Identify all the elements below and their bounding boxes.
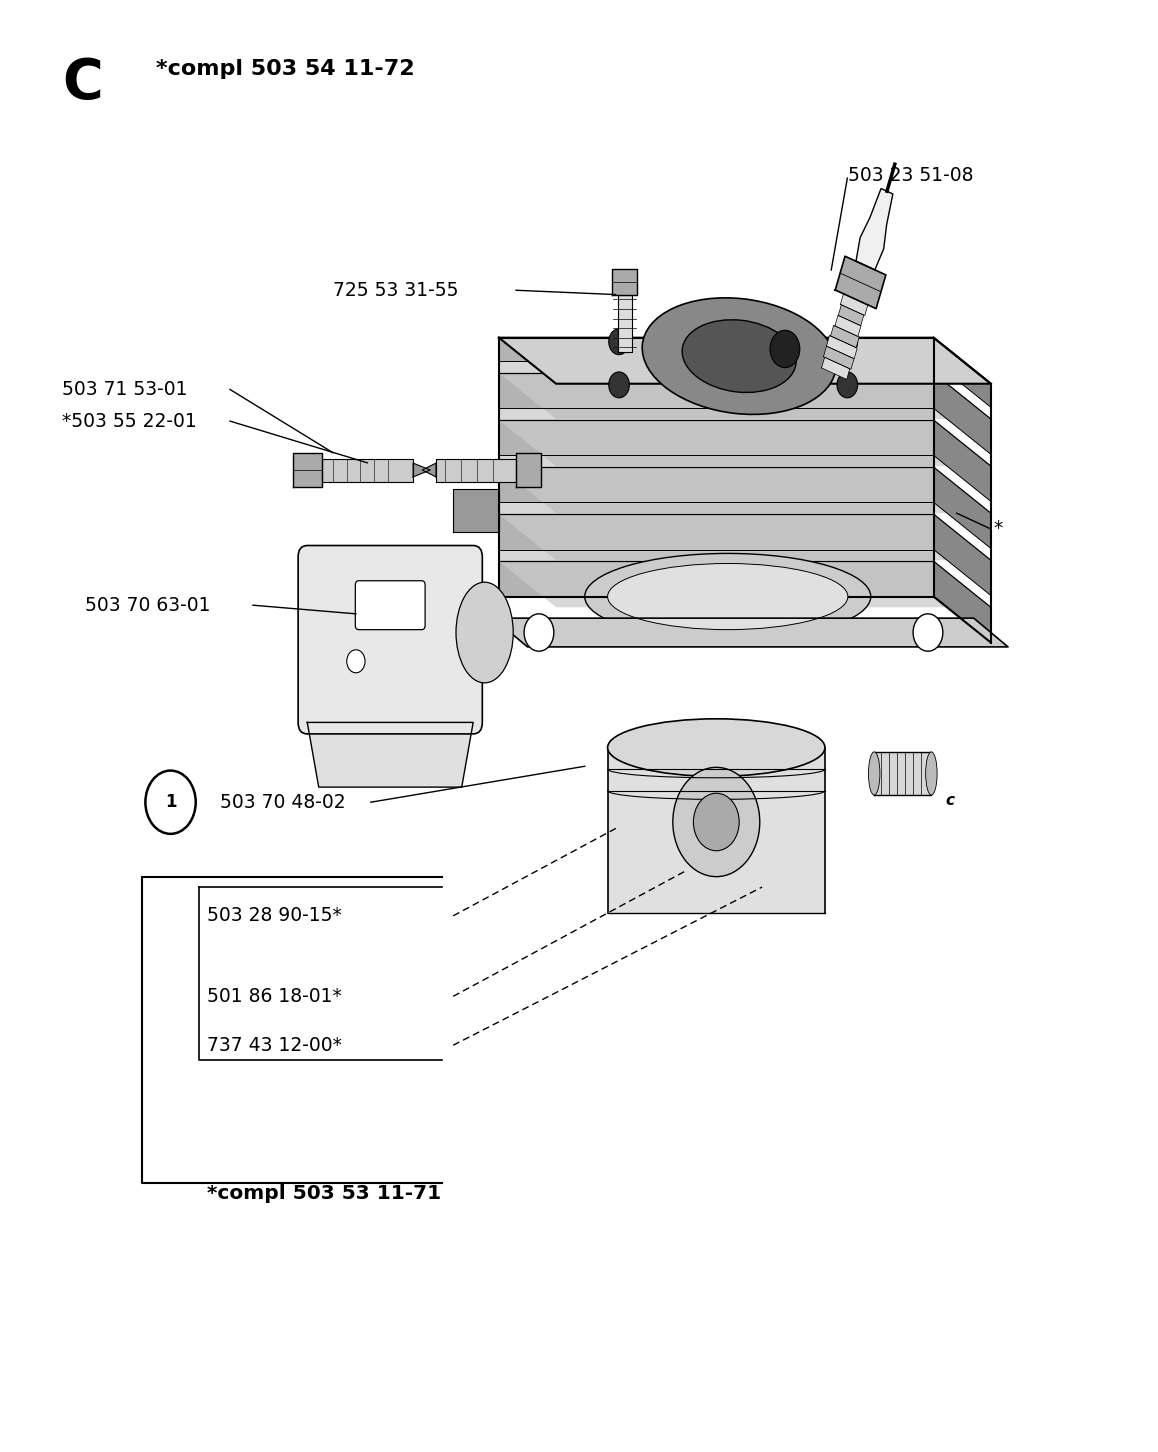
- Text: c: c: [945, 793, 954, 809]
- Polygon shape: [618, 295, 631, 351]
- Polygon shape: [499, 420, 933, 456]
- FancyBboxPatch shape: [298, 546, 483, 733]
- Polygon shape: [435, 459, 516, 482]
- Polygon shape: [830, 325, 859, 347]
- Text: 737 43 12-00*: 737 43 12-00*: [207, 1035, 342, 1054]
- Polygon shape: [499, 420, 991, 466]
- Ellipse shape: [682, 319, 797, 392]
- Polygon shape: [835, 315, 862, 337]
- Polygon shape: [499, 514, 991, 560]
- Polygon shape: [322, 459, 413, 482]
- Polygon shape: [823, 346, 855, 369]
- Polygon shape: [827, 335, 857, 359]
- Ellipse shape: [643, 298, 836, 414]
- Circle shape: [346, 650, 365, 672]
- Circle shape: [837, 372, 858, 398]
- Polygon shape: [933, 420, 991, 501]
- Ellipse shape: [925, 752, 937, 796]
- Polygon shape: [499, 562, 991, 607]
- Polygon shape: [613, 269, 637, 295]
- Polygon shape: [838, 305, 864, 325]
- Circle shape: [525, 614, 554, 650]
- Polygon shape: [499, 338, 991, 383]
- Text: 501 86 18-01*: 501 86 18-01*: [207, 987, 342, 1006]
- Text: 725 53 31-55: 725 53 31-55: [334, 280, 459, 299]
- Text: C: C: [61, 55, 103, 110]
- Polygon shape: [835, 256, 886, 309]
- Polygon shape: [499, 373, 991, 420]
- Text: *compl 503 53 11-71: *compl 503 53 11-71: [207, 1183, 441, 1202]
- Text: *: *: [994, 520, 1003, 539]
- Circle shape: [837, 328, 858, 354]
- Circle shape: [913, 614, 943, 650]
- Text: 503 70 63-01: 503 70 63-01: [85, 595, 211, 614]
- Polygon shape: [608, 748, 824, 913]
- Polygon shape: [933, 514, 991, 595]
- Text: 503 70 48-02: 503 70 48-02: [220, 793, 345, 812]
- Polygon shape: [933, 338, 991, 407]
- Polygon shape: [493, 619, 1009, 648]
- Polygon shape: [499, 468, 933, 502]
- Ellipse shape: [608, 563, 848, 630]
- Text: 503 71 53-01: 503 71 53-01: [61, 380, 188, 399]
- Polygon shape: [933, 468, 991, 549]
- Text: *compl 503 54 11-72: *compl 503 54 11-72: [155, 58, 415, 78]
- Ellipse shape: [868, 752, 880, 796]
- Ellipse shape: [608, 719, 824, 777]
- Text: 1: 1: [164, 793, 176, 812]
- Ellipse shape: [456, 582, 513, 682]
- Circle shape: [146, 771, 196, 833]
- Polygon shape: [293, 453, 322, 488]
- Polygon shape: [821, 357, 850, 379]
- Ellipse shape: [585, 553, 871, 640]
- Text: 503 28 90-15*: 503 28 90-15*: [207, 906, 342, 925]
- Polygon shape: [499, 338, 933, 362]
- Polygon shape: [499, 468, 991, 513]
- Polygon shape: [841, 293, 867, 315]
- FancyBboxPatch shape: [356, 581, 425, 630]
- Polygon shape: [874, 752, 931, 796]
- Polygon shape: [856, 189, 893, 270]
- Polygon shape: [499, 338, 933, 597]
- Circle shape: [609, 372, 629, 398]
- Polygon shape: [516, 453, 541, 488]
- Polygon shape: [307, 723, 474, 787]
- Polygon shape: [413, 463, 431, 476]
- Circle shape: [673, 767, 760, 877]
- Text: *503 55 22-01: *503 55 22-01: [61, 411, 197, 431]
- Circle shape: [770, 330, 800, 367]
- Polygon shape: [453, 489, 499, 531]
- Polygon shape: [499, 514, 933, 549]
- Polygon shape: [423, 463, 435, 476]
- Circle shape: [694, 793, 739, 851]
- Circle shape: [609, 328, 629, 354]
- Polygon shape: [933, 373, 991, 454]
- Polygon shape: [499, 562, 933, 597]
- Text: 503 23 51-08: 503 23 51-08: [848, 166, 974, 184]
- Polygon shape: [499, 373, 933, 408]
- Polygon shape: [933, 562, 991, 643]
- Polygon shape: [499, 338, 991, 383]
